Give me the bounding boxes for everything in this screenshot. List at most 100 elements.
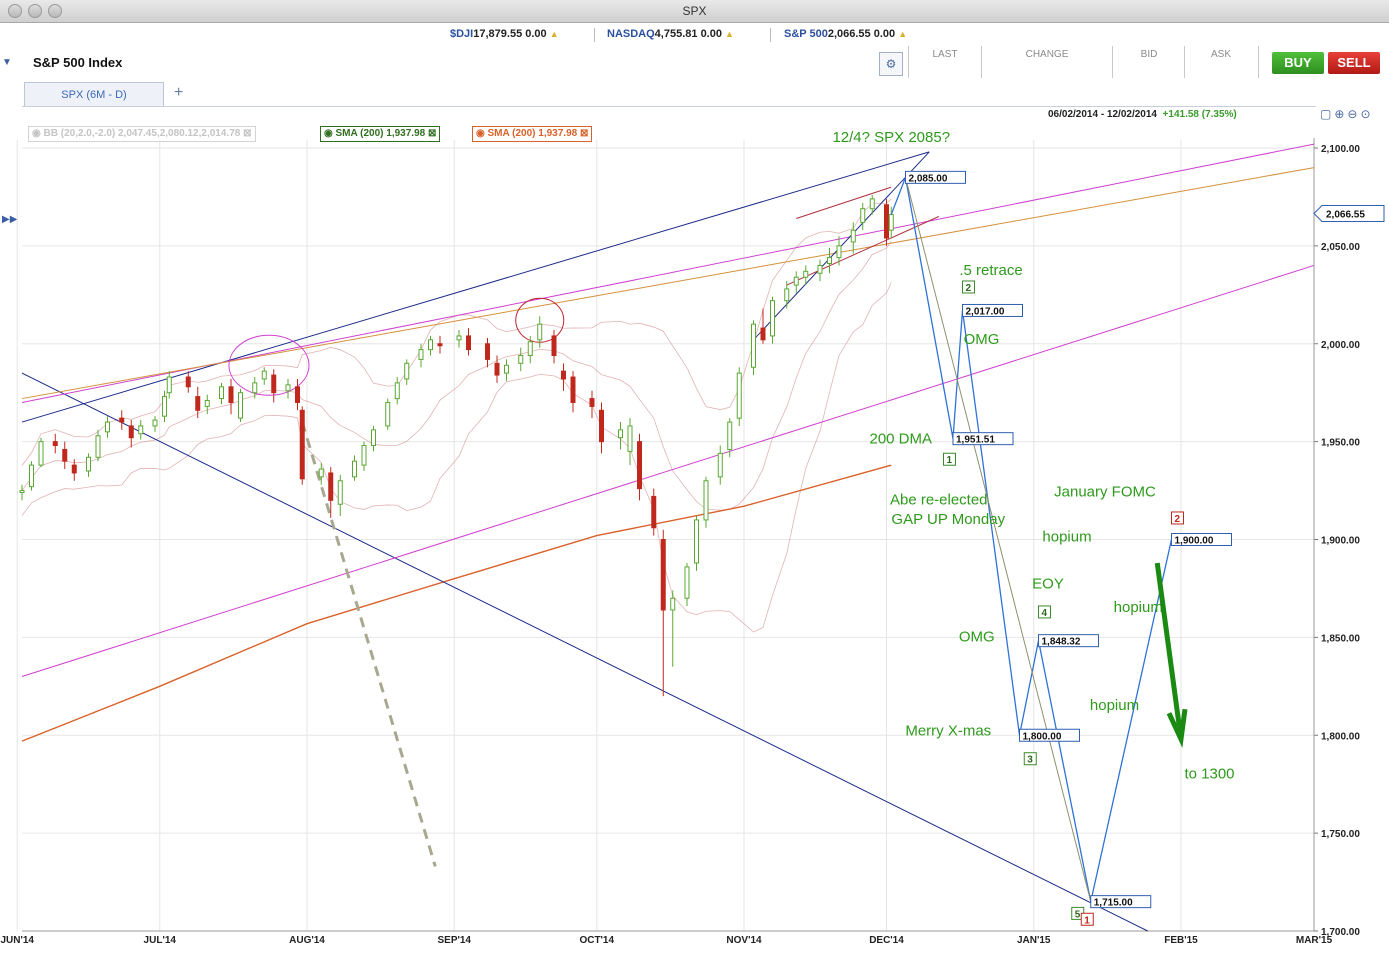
candle-body [328,472,334,501]
zoom-reset-icon[interactable]: ⊙ [1360,107,1374,121]
forecast-channel-line [905,177,1092,902]
candle-body [271,374,277,394]
forecast-price-box [1171,533,1232,546]
forecast-price-box [1019,728,1080,742]
candle-body [888,214,894,231]
chart-annotation: GAP UP Monday [891,511,1005,528]
window-titlebar: SPX [0,0,1389,23]
window-title: SPX [682,4,707,18]
column-divider [1112,46,1113,78]
ticker-symbol: NASDAQ [607,28,655,40]
candle-body [95,435,101,458]
ticker-symbol: S&P 500 [784,28,828,40]
candle-body [404,362,410,380]
forecast-price-label: 1,900.00 [1175,536,1214,547]
ticker-dji[interactable]: $DJI17,879.55 0.00 ▲ [450,28,559,40]
ticker-sp500[interactable]: S&P 5002,066.55 0.00 ▲ [784,28,907,40]
chart-annotation: OMG [964,331,1000,348]
candle-body [827,257,832,264]
candle-body [105,421,110,433]
x-tick-label: NOV'14 [726,935,762,946]
candle-body [456,335,462,341]
minimize-window-button[interactable] [28,4,42,18]
wave-marker-box [1038,605,1051,619]
candle-body [860,208,866,223]
chart-annotation: hopium [1090,697,1139,714]
col-bid: BID [1140,49,1158,60]
chart-annotation: OMG [959,628,995,645]
zoom-window-button[interactable] [48,4,62,18]
x-tick-label: AUG'14 [289,935,325,946]
candle-body [152,419,158,427]
buy-button[interactable]: BUY [1272,52,1324,74]
zoom-controls[interactable]: ▢⊕⊖⊙ [1320,107,1374,121]
candle-body [437,343,443,347]
wave-marker-box [943,452,956,466]
x-tick-label: DEC'14 [869,935,904,946]
wave-marker-label: 4 [1042,608,1048,619]
y-tick-label: 1,700.00 [1321,927,1360,938]
candle-body [337,480,343,505]
down-arrow-shaft [1154,562,1184,740]
ticker-change: 0.00 [700,28,722,40]
date-range: 06/02/2014 - 12/02/2014 +141.58 (7.35%) [1048,109,1237,120]
candle-body [518,354,524,364]
sell-button[interactable]: SELL [1328,52,1380,74]
chart-settings-icon[interactable]: ⚙ [879,52,903,76]
y-tick-label: 2,100.00 [1321,144,1360,155]
x-tick-label: MAR'15 [1296,935,1333,946]
candle-body [119,417,125,423]
zoom-fit-icon[interactable]: ▢ [1320,107,1335,121]
wave-marker-label: 2 [1175,514,1181,525]
zoom-in-icon[interactable]: ⊕ [1334,107,1348,121]
candle-body [394,382,400,400]
y-tick-label: 2,050.00 [1321,242,1360,253]
ticker-nasdaq[interactable]: NASDAQ4,755.81 0.00 ▲ [607,28,734,40]
candle-body [371,429,376,447]
add-tab-button[interactable]: + [174,84,184,101]
candle-body [29,464,34,488]
legend-sma-green-label: SMA (200) 1,937.98 [335,128,426,139]
trendline-wedge-red-upper [796,186,892,219]
candle-body [52,441,58,447]
candle-body [318,468,324,478]
legend-sma-green[interactable]: ◉ SMA (200) 1,937.98 ⊠ [320,126,441,142]
col-last: LAST [932,49,958,60]
candle-body [618,429,623,439]
candle-body [803,270,809,278]
tab-spx-chart[interactable]: SPX (6M - D) [24,82,164,107]
chart-annotation: Merry X-mas [905,722,991,739]
chart-annotation: hopium [1042,528,1091,545]
candle-body [836,245,842,259]
candle-body [62,448,68,462]
candle-body [228,386,234,403]
close-window-button[interactable] [8,4,22,18]
candle-body [551,335,557,356]
y-tick-label: 1,800.00 [1321,731,1360,742]
ticker-divider [770,28,771,42]
candle-body [71,464,77,474]
projection-dashed-line [300,421,437,867]
candle-body [385,401,391,427]
wave-marker-box [1171,511,1184,525]
expand-panel-icon[interactable]: ▶▶ [2,214,18,225]
candle-body [86,456,91,472]
candle-body [138,425,144,435]
ticker-up-icon: ▲ [725,29,734,39]
candle-body [817,264,823,274]
zoom-out-icon[interactable]: ⊖ [1347,107,1361,121]
x-tick-label: JUL'14 [144,935,177,946]
wave-marker-label: 1 [1084,915,1090,926]
legend-sma-orange[interactable]: ◉ SMA (200) 1,937.98 ⊠ [472,126,593,142]
ticker-up-icon: ▲ [898,29,908,39]
collapse-chevron-icon[interactable]: ▼ [2,57,12,68]
legend-bb[interactable]: ◉ BB (20,2.0,-2.0) 2,047.45,2,080.12,2,0… [28,126,256,142]
candle-body [561,370,566,380]
candle-body [884,204,889,239]
column-divider [1258,46,1259,78]
candle-body [570,376,576,403]
candle-body [219,386,224,400]
forecast-price-label: 1,951.51 [956,435,995,446]
trendline-magenta-lower [21,264,1315,678]
